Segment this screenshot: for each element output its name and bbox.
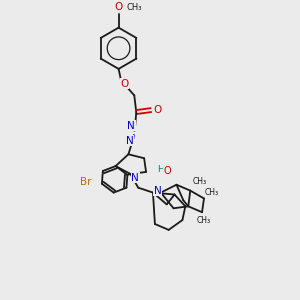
Text: H: H xyxy=(158,164,164,173)
Text: N: N xyxy=(125,136,133,146)
Text: N: N xyxy=(128,121,135,131)
Text: CH₃: CH₃ xyxy=(205,188,219,197)
Text: CH₃: CH₃ xyxy=(197,216,211,225)
Text: CH₃: CH₃ xyxy=(193,177,207,186)
Text: N: N xyxy=(154,186,162,196)
Text: O: O xyxy=(115,2,123,12)
Text: Br: Br xyxy=(80,177,92,187)
Text: O: O xyxy=(120,79,129,88)
Text: O: O xyxy=(154,105,162,115)
Text: N: N xyxy=(131,173,139,183)
Text: O: O xyxy=(164,166,172,176)
Text: CH₃: CH₃ xyxy=(126,2,142,11)
